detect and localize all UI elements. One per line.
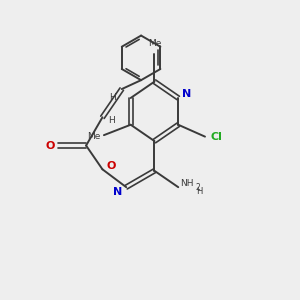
Text: N: N [113,187,122,196]
Text: O: O [106,161,116,171]
Text: 2: 2 [195,183,200,192]
Text: Me: Me [148,39,161,48]
Text: H: H [108,116,115,125]
Text: H: H [196,187,203,196]
Text: Me: Me [87,132,100,141]
Text: Cl: Cl [210,132,222,142]
Text: N: N [182,89,191,99]
Text: O: O [46,140,55,151]
Text: NH: NH [180,179,193,188]
Text: H: H [110,94,116,103]
